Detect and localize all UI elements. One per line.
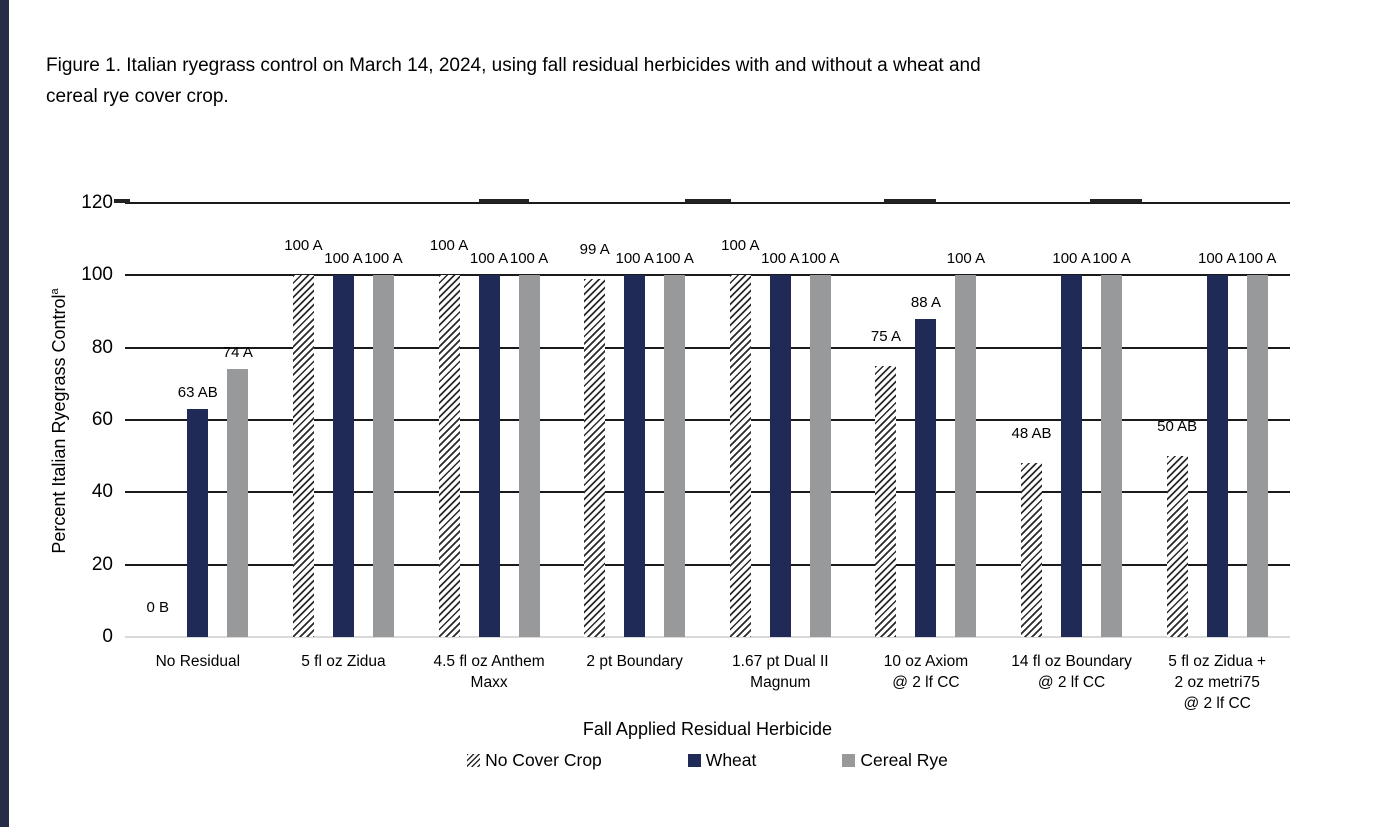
- data-label: 100 A: [364, 250, 403, 268]
- y-tick-label: 80: [91, 336, 113, 358]
- bar-no-cover-crop: [1166, 456, 1188, 637]
- data-label: 75 A: [870, 327, 901, 345]
- legend-swatch-solid-icon: [842, 753, 856, 767]
- data-label: 100 A: [801, 250, 840, 268]
- bar-cereal-rye: [1101, 275, 1123, 637]
- gridline: [125, 491, 1290, 494]
- bar-wheat: [332, 275, 354, 637]
- data-label: 100 A: [655, 250, 694, 268]
- x-category-label: 1.67 pt Dual II Magnum: [732, 653, 829, 691]
- data-label: 100 A: [946, 250, 986, 268]
- top-gridline-mark: [685, 199, 731, 203]
- figure-caption: Figure 1. Italian ryegrass control on Ma…: [46, 55, 981, 107]
- bar-cereal-rye: [372, 275, 394, 637]
- data-label: 0 B: [146, 599, 170, 616]
- bar-no-cover-crop: [584, 278, 606, 637]
- x-category-label: 14 fl oz Boundary @ 2 lf CC: [1011, 653, 1132, 691]
- data-label: 88 A: [910, 293, 941, 311]
- top-gridline-mark: [114, 199, 130, 203]
- bar-no-cover-crop: [1021, 463, 1043, 637]
- gridline: [125, 419, 1290, 421]
- data-label: 100 A: [1052, 250, 1091, 268]
- data-label: 74 A: [222, 344, 253, 362]
- data-label: 50 AB: [1157, 418, 1198, 436]
- bar-cereal-rye: [955, 275, 977, 637]
- bar-wheat: [915, 318, 937, 637]
- legend-item-wheat: Wheat: [687, 749, 757, 771]
- x-category-label: 2 pt Boundary: [586, 653, 683, 670]
- legend-label: No Cover Crop: [485, 749, 602, 770]
- bar-cereal-rye: [227, 369, 249, 637]
- gridline: [125, 346, 1290, 349]
- x-axis-baseline: [125, 636, 1290, 638]
- x-category-label: 4.5 fl oz Anthem Maxx: [433, 653, 545, 691]
- bar-no-cover-crop: [292, 275, 314, 637]
- bar-wheat: [187, 409, 209, 637]
- bar-cereal-rye: [664, 275, 686, 637]
- data-label: 100 A: [284, 237, 323, 255]
- data-label: 48 AB: [1011, 425, 1052, 443]
- x-category-label: 10 oz Axiom @ 2 lf CC: [883, 653, 969, 691]
- legend-label: Cereal Rye: [860, 749, 948, 770]
- bar-no-cover-crop: [729, 275, 751, 637]
- data-label: 63 AB: [177, 384, 218, 402]
- legend: No Cover Crop Wheat Cereal Rye: [125, 746, 1290, 774]
- bar-cereal-rye: [518, 275, 540, 637]
- data-label: 100 A: [761, 250, 800, 268]
- data-label: 100 A: [429, 237, 469, 255]
- data-label: 100 A: [721, 237, 760, 255]
- top-gridline-mark: [1090, 199, 1142, 203]
- bar-no-cover-crop: [875, 365, 897, 637]
- y-tick-label: 120: [81, 192, 113, 213]
- data-label: 100 A: [469, 250, 509, 268]
- data-label: 100 A: [1092, 250, 1131, 268]
- x-category-label: 5 fl oz Zidua + 2 oz metri75 @ 2 lf CC: [1168, 653, 1267, 712]
- bar-wheat: [769, 275, 791, 637]
- y-tick-label: 20: [91, 553, 113, 575]
- bar-wheat: [1061, 275, 1083, 637]
- bar-wheat: [478, 275, 500, 637]
- data-label: 100 A: [324, 250, 363, 268]
- data-label: 100 A: [509, 250, 549, 268]
- gridline: [125, 563, 1290, 566]
- left-edge-strip: [0, 0, 9, 827]
- x-axis-title: Fall Applied Residual Herbicide: [582, 719, 833, 739]
- gridline: [125, 202, 1290, 204]
- bar-cereal-rye: [809, 275, 831, 637]
- y-tick-label: 60: [91, 409, 113, 430]
- top-gridline-mark: [479, 199, 529, 203]
- legend-swatch-hatch-icon: [467, 753, 481, 767]
- bar-no-cover-crop: [438, 275, 460, 637]
- top-gridline-mark: [884, 199, 936, 203]
- gridline: [125, 274, 1290, 277]
- legend-item-cereal-rye: Cereal Rye: [842, 750, 948, 771]
- x-category-label: 5 fl oz Zidua: [301, 653, 386, 670]
- data-label: 100 A: [1198, 250, 1237, 268]
- data-label: 100 A: [1238, 250, 1277, 268]
- legend-item-no-cover-crop: No Cover Crop: [467, 750, 602, 771]
- data-label: 100 A: [615, 250, 654, 268]
- y-tick-label: 0: [102, 626, 113, 647]
- y-tick-label: 100: [81, 264, 113, 286]
- legend-swatch-solid-icon: [687, 753, 701, 767]
- y-axis-title-superscript: a: [49, 288, 61, 295]
- y-tick-label: 40: [91, 481, 113, 503]
- data-label: 99 A: [579, 240, 610, 258]
- legend-label: Wheat: [705, 749, 757, 770]
- bar-wheat: [1206, 275, 1228, 637]
- x-category-label: No Residual: [155, 653, 241, 670]
- bar-cereal-rye: [1246, 275, 1268, 637]
- bar-wheat: [624, 275, 646, 637]
